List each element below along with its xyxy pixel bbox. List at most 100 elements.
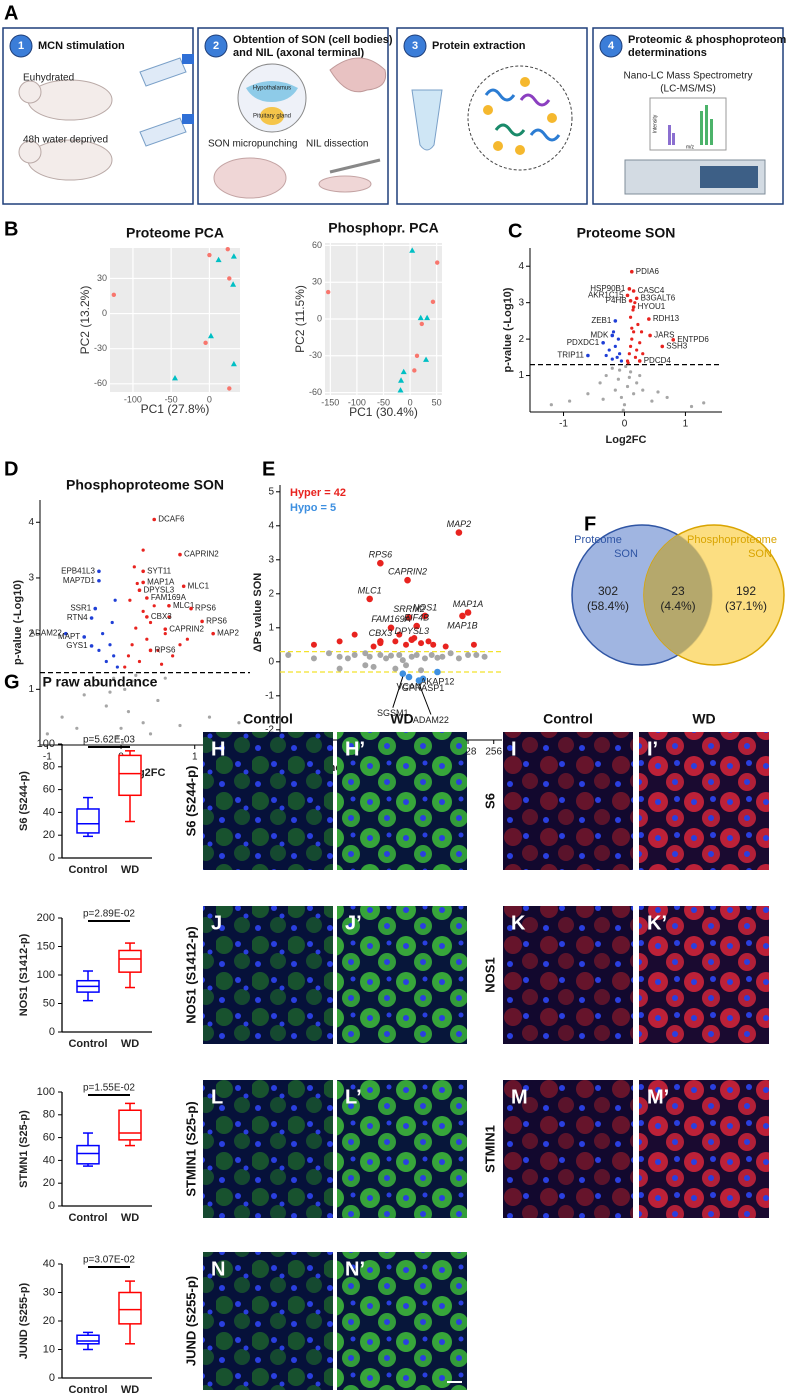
point xyxy=(631,308,635,312)
point xyxy=(396,652,403,658)
point xyxy=(689,404,694,409)
panel-label: F xyxy=(584,513,596,535)
x-tick-label: WD xyxy=(121,1038,139,1050)
point xyxy=(630,326,634,330)
point xyxy=(604,373,608,378)
panel-label: E xyxy=(262,458,275,480)
point xyxy=(152,604,156,608)
x-tick-label: Control xyxy=(68,1212,107,1224)
point xyxy=(403,662,410,669)
labeled-point xyxy=(634,296,639,301)
row-label: S6 xyxy=(482,793,497,809)
micrograph xyxy=(337,1080,467,1218)
point-label: CAPRIN2 xyxy=(388,567,427,577)
y-tick-label: 5 xyxy=(268,486,274,497)
labeled-point xyxy=(613,319,618,323)
point xyxy=(163,632,167,636)
y-tick-label: 0 xyxy=(49,1026,55,1038)
micrograph xyxy=(639,732,769,870)
x-tick-label: -100 xyxy=(124,394,142,404)
point-label: MAP2 xyxy=(217,629,239,638)
micrograph-label: H xyxy=(211,738,225,760)
point-label: CASC4 xyxy=(638,286,665,295)
point-label: HSP90B1 xyxy=(590,284,626,293)
y-tick-label: 100 xyxy=(37,1086,55,1098)
y-axis-label: p-value (-Log10) xyxy=(502,287,514,372)
point xyxy=(639,330,644,334)
point xyxy=(607,348,611,352)
spec-axis: m/z xyxy=(686,144,695,150)
y-axis-label: STMN1 (S25-p) xyxy=(18,1110,30,1188)
y-tick-label: 3 xyxy=(268,554,274,565)
point xyxy=(625,384,630,389)
point xyxy=(549,403,553,407)
point-label: DCAF6 xyxy=(158,515,185,524)
point xyxy=(148,732,153,736)
micrograph xyxy=(203,732,333,870)
step-label: SON micropunching xyxy=(208,139,297,150)
box xyxy=(76,808,100,834)
venn-label: SON xyxy=(614,548,638,560)
point-label: MAP7D1 xyxy=(63,576,96,585)
x-axis-label: Log2FC xyxy=(606,434,647,446)
point-label: ADAM22 xyxy=(413,715,449,725)
point xyxy=(636,322,640,327)
point-label: DPYSL3 xyxy=(394,626,429,636)
box xyxy=(118,949,142,973)
point xyxy=(310,641,317,648)
column-header: WD xyxy=(390,711,413,727)
instrument-panel xyxy=(700,166,758,188)
point xyxy=(618,368,622,372)
point xyxy=(135,581,139,586)
venn-percent: (58.4%) xyxy=(587,599,629,613)
point xyxy=(119,726,123,730)
point xyxy=(399,657,406,664)
point xyxy=(423,356,430,362)
micrograph-label: I’ xyxy=(647,738,658,760)
point xyxy=(225,246,230,252)
point-label: PDXDC1 xyxy=(567,338,600,347)
point-label: CBX3 xyxy=(369,628,393,638)
point xyxy=(568,399,572,403)
point xyxy=(171,654,175,658)
step-number: 1 xyxy=(18,40,24,52)
y-tick-label: 40 xyxy=(43,1258,55,1270)
point-label: RPS6 xyxy=(195,604,216,613)
point xyxy=(132,565,136,569)
labeled-point xyxy=(377,559,384,567)
point-label: ZEB1 xyxy=(591,316,612,325)
point xyxy=(455,655,462,662)
labeled-point xyxy=(637,359,642,363)
micrograph-label: I xyxy=(511,738,517,760)
labeled-point xyxy=(586,353,590,358)
point-label: FAM169A xyxy=(151,593,187,602)
venn-percent: (4.4%) xyxy=(660,599,695,613)
y-tick-label: 30 xyxy=(97,273,107,283)
venn-label: Phosphoproteome xyxy=(687,534,777,546)
spectrum-peak xyxy=(710,119,713,145)
point xyxy=(601,397,605,401)
y-tick-label: 40 xyxy=(43,806,55,818)
labeled-point xyxy=(167,603,171,608)
point-label: SSH3 xyxy=(666,342,687,351)
point xyxy=(627,352,631,356)
box xyxy=(76,1334,100,1345)
point xyxy=(421,655,428,662)
point-label: MAP1A xyxy=(453,599,484,609)
brain-slice xyxy=(213,157,287,199)
y-tick-label: 3 xyxy=(518,297,524,308)
point xyxy=(392,638,399,645)
rat-body xyxy=(27,79,113,121)
micrograph xyxy=(639,1080,769,1218)
point-label: GYS1 xyxy=(66,641,88,650)
y-tick-label: 50 xyxy=(43,997,55,1009)
inset-label: Pituitary gland xyxy=(253,114,291,120)
point-label: B3GALT6 xyxy=(641,293,676,302)
micrograph xyxy=(337,732,467,870)
point-label: MLC1 xyxy=(188,581,210,590)
point-label: GPRASP1 xyxy=(402,683,445,693)
micrograph-label: N xyxy=(211,1258,225,1280)
micrograph xyxy=(639,906,769,1044)
y-tick-label: 80 xyxy=(43,761,55,773)
venn-count: 23 xyxy=(671,584,685,598)
